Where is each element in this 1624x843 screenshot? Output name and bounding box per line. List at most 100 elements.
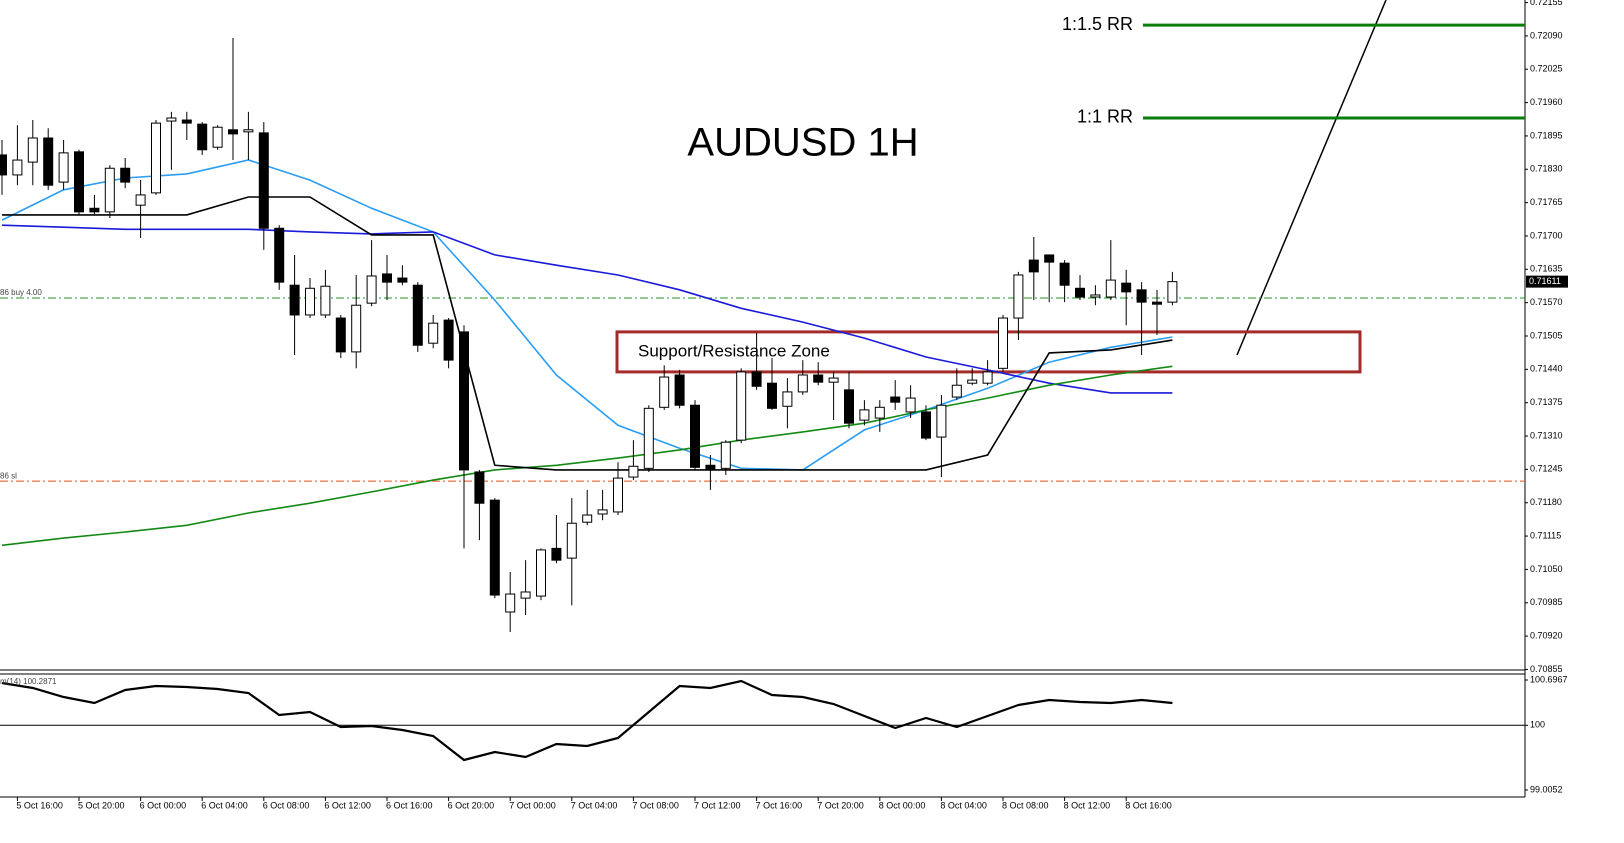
candle-body <box>1075 287 1085 298</box>
candle-body <box>305 287 315 316</box>
candle-body <box>12 159 23 176</box>
candle-body <box>982 371 993 384</box>
candle-body <box>597 509 608 515</box>
x-tick-label: 7 Oct 12:00 <box>694 800 741 810</box>
candle-body <box>1167 281 1178 303</box>
candle-body <box>767 382 777 409</box>
y-tick-label: 0.71895 <box>1530 130 1563 140</box>
candle-body <box>998 317 1008 369</box>
candle-body <box>489 499 500 596</box>
y-tick-label: 0.72155 <box>1530 0 1563 7</box>
zone-label: Support/Resistance Zone <box>638 341 830 360</box>
candle-body <box>27 137 38 163</box>
y-tick-label: 0.72090 <box>1530 30 1563 40</box>
candle-body <box>428 322 439 344</box>
candle-body <box>166 117 177 122</box>
candle-body <box>813 374 824 383</box>
candle-body <box>736 371 747 441</box>
candle-body <box>104 167 115 213</box>
x-tick-label: 6 Oct 16:00 <box>386 800 433 810</box>
y-tick-label: 0.71115 <box>1530 530 1561 540</box>
y-tick-label: 0.70985 <box>1530 597 1563 607</box>
candle-body <box>874 406 885 419</box>
candle-body <box>551 547 562 561</box>
candle-body <box>859 409 870 421</box>
y-tick-label: 0.71050 <box>1530 564 1563 574</box>
y-tick-label: 0.71765 <box>1530 197 1563 207</box>
x-tick-label: 6 Oct 20:00 <box>448 800 495 810</box>
x-tick-label: 8 Oct 12:00 <box>1064 800 1111 810</box>
x-tick-label: 6 Oct 00:00 <box>140 800 187 810</box>
y-tick-label: 0.71180 <box>1530 497 1562 507</box>
order-label: 86 sl <box>0 471 17 480</box>
candle-body <box>474 471 485 504</box>
candle-body <box>0 154 7 176</box>
candle-body <box>890 396 901 403</box>
candle-body <box>351 304 362 353</box>
y-tick-label: 0.71830 <box>1530 164 1563 174</box>
candle-body <box>1044 254 1055 263</box>
candle-body <box>1013 274 1024 319</box>
candle-body <box>690 404 700 468</box>
y-tick-label: 100.6967 <box>1530 674 1568 684</box>
candle-body <box>844 389 854 424</box>
candle-body <box>151 122 161 194</box>
candle-body <box>520 591 531 599</box>
candle-body <box>1028 259 1039 273</box>
x-tick-label: 5 Oct 16:00 <box>16 800 63 810</box>
candle-body <box>43 137 54 186</box>
candle-body <box>643 407 654 469</box>
candle-body <box>1090 294 1101 298</box>
candle-body <box>243 129 254 133</box>
candle-body <box>967 379 978 384</box>
candle-body <box>628 465 639 478</box>
x-tick-label: 8 Oct 04:00 <box>940 800 987 810</box>
candle-body <box>536 549 546 597</box>
candle-body <box>582 514 593 523</box>
y-tick-label: 0.70855 <box>1530 664 1563 674</box>
x-tick-label: 7 Oct 16:00 <box>756 800 803 810</box>
x-tick-label: 5 Oct 20:00 <box>78 800 125 810</box>
y-tick-label: 0.71440 <box>1530 364 1563 374</box>
candle-body <box>1152 301 1162 305</box>
candle-body <box>258 132 269 229</box>
x-tick-label: 6 Oct 04:00 <box>201 800 248 810</box>
x-tick-label: 7 Oct 20:00 <box>817 800 864 810</box>
candle-body <box>228 129 238 135</box>
indicator-line <box>1 159 1173 471</box>
candle-body <box>505 593 516 613</box>
y-tick-label: 0.71700 <box>1530 230 1563 240</box>
x-tick-label: 7 Oct 04:00 <box>571 800 618 810</box>
candle-body <box>828 377 839 383</box>
candle-body <box>1105 279 1116 298</box>
candle-body <box>720 441 731 469</box>
x-tick-label: 7 Oct 00:00 <box>509 800 556 810</box>
y-tick-label: 0.71310 <box>1530 430 1563 440</box>
candle-body <box>320 285 331 316</box>
oscillator-label: m(14) 100.2871 <box>0 677 57 686</box>
candle-body <box>459 331 469 471</box>
x-tick-label: 8 Oct 08:00 <box>1002 800 1049 810</box>
candle-body <box>58 152 69 183</box>
y-tick-label: 0.71960 <box>1530 97 1563 107</box>
x-tick-label: 8 Oct 00:00 <box>879 800 926 810</box>
x-tick-label: 8 Oct 16:00 <box>1125 800 1172 810</box>
y-tick-label: 99.0052 <box>1530 784 1563 794</box>
indicator-line <box>1 365 1173 547</box>
y-tick-label: 0.72025 <box>1530 64 1563 74</box>
candle-body <box>674 374 685 406</box>
oscillator-line <box>1 679 1173 762</box>
candle-body <box>921 411 931 439</box>
candle-body <box>443 319 454 361</box>
candle-body <box>89 207 100 213</box>
candle-body <box>751 371 762 387</box>
candle-body <box>951 384 962 398</box>
price-tag-label: 0.71611 <box>1529 276 1561 286</box>
candle-body <box>1121 282 1132 293</box>
candle-body <box>181 119 192 124</box>
y-tick-label: 0.71505 <box>1530 330 1563 340</box>
candle-body <box>120 167 131 183</box>
target-label: 1:1 RR <box>1077 107 1133 127</box>
candle-body <box>566 522 577 559</box>
